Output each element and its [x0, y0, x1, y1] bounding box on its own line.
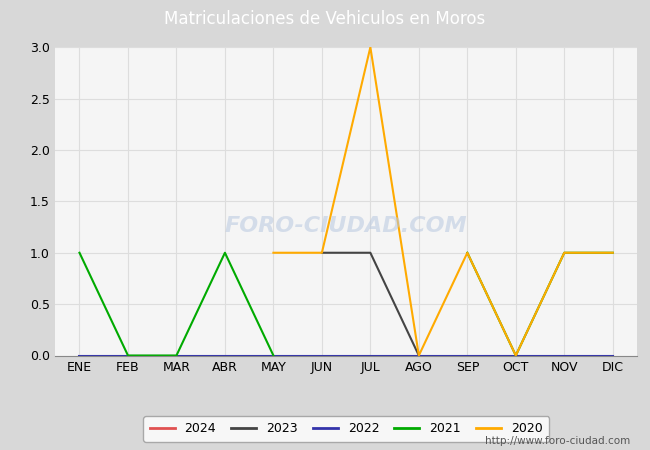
- Text: Matriculaciones de Vehiculos en Moros: Matriculaciones de Vehiculos en Moros: [164, 10, 486, 28]
- Legend: 2024, 2023, 2022, 2021, 2020: 2024, 2023, 2022, 2021, 2020: [143, 416, 549, 442]
- Text: FORO-CIUDAD.COM: FORO-CIUDAD.COM: [225, 216, 467, 236]
- Text: http://www.foro-ciudad.com: http://www.foro-ciudad.com: [486, 436, 630, 446]
